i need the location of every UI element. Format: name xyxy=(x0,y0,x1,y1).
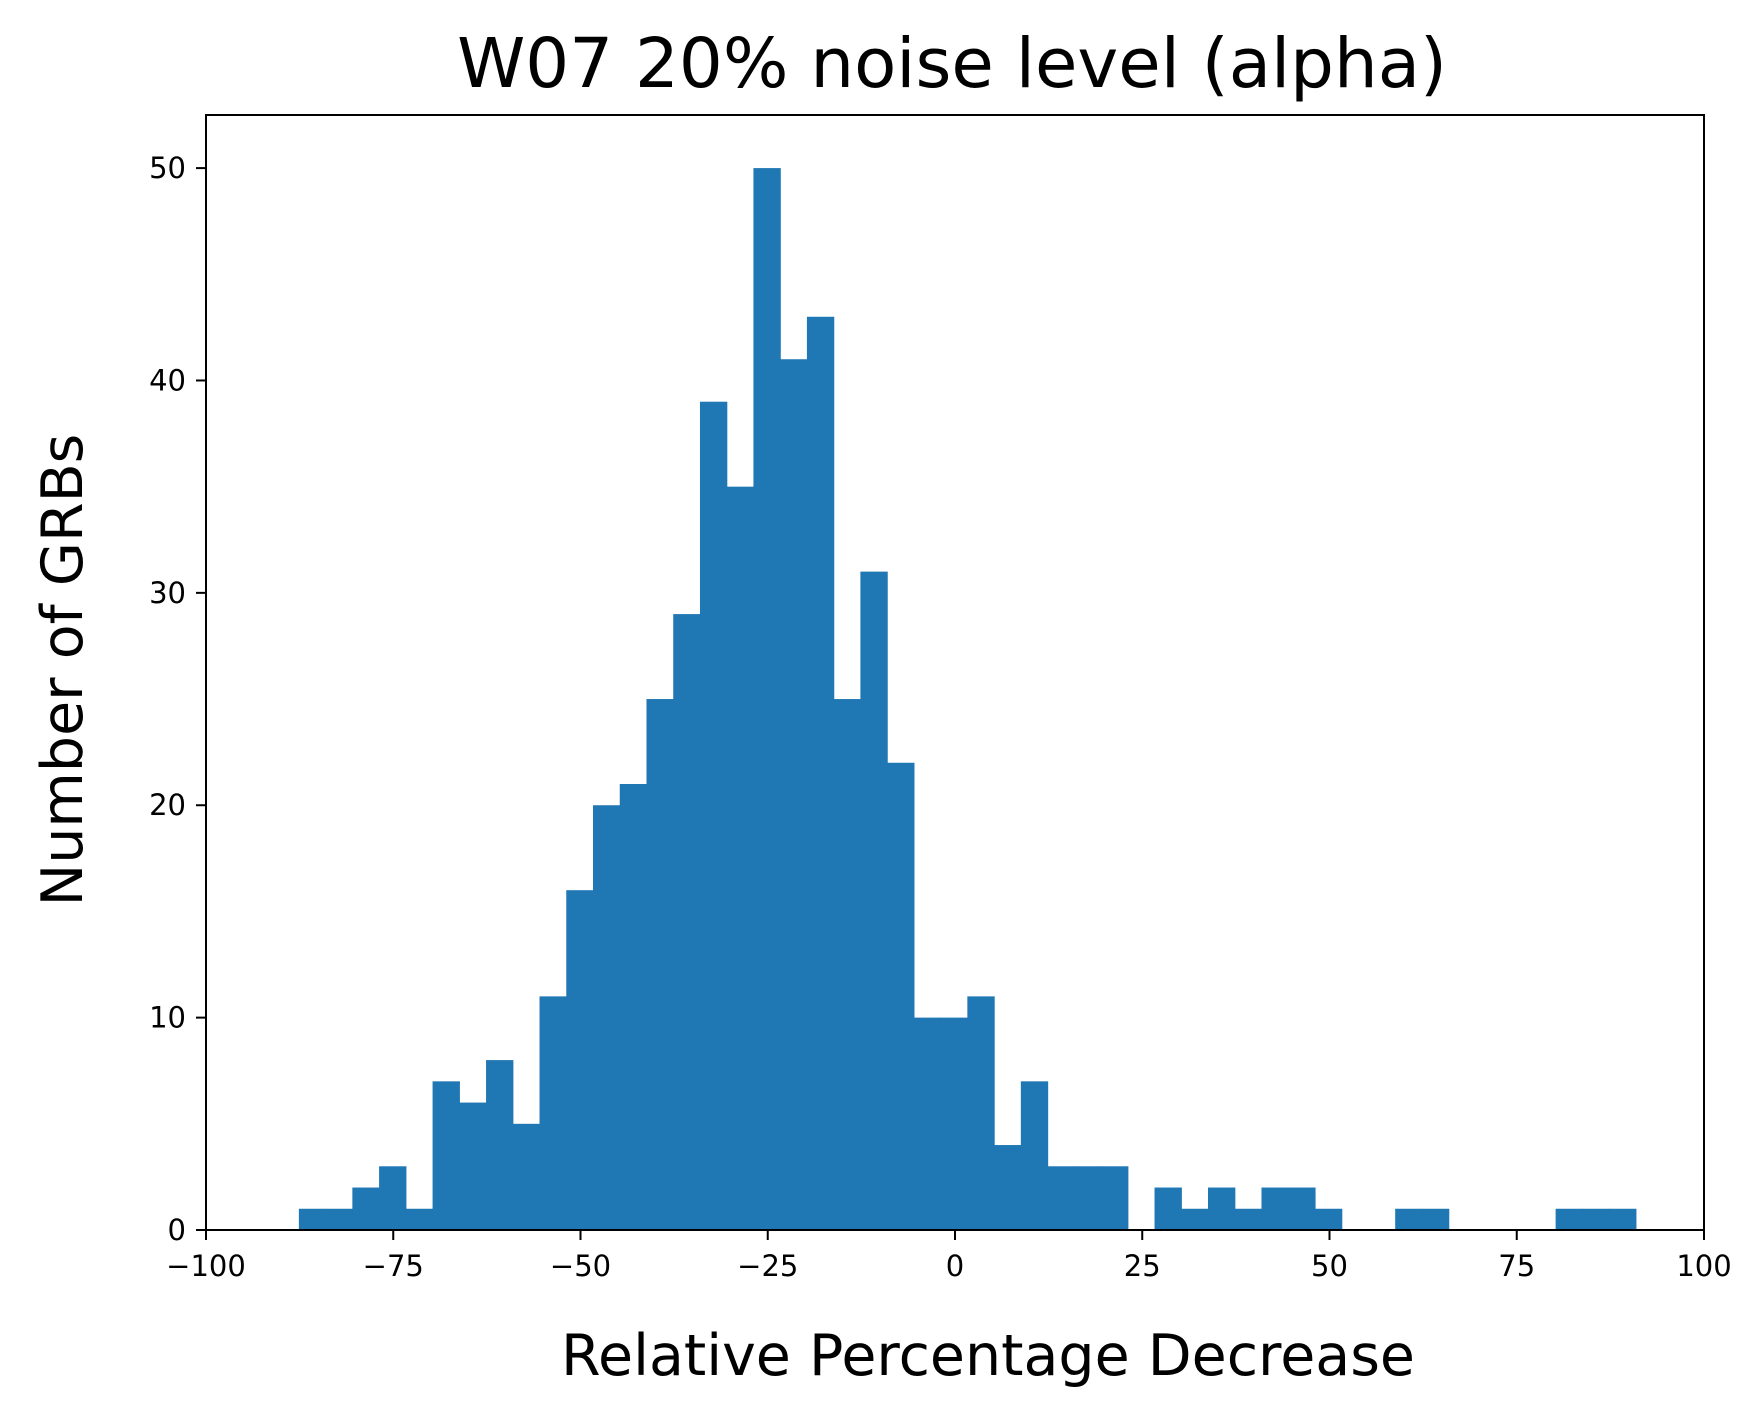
histogram-bar xyxy=(1074,1166,1102,1230)
histogram-bar xyxy=(298,1208,327,1230)
histogram-bar xyxy=(780,359,808,1230)
y-tick-label: 30 xyxy=(149,576,186,610)
histogram-bar xyxy=(967,996,995,1230)
y-tick-label: 50 xyxy=(149,151,186,185)
x-tick-label: −75 xyxy=(363,1249,424,1283)
histogram-bar xyxy=(1395,1208,1423,1230)
histogram-bar xyxy=(593,805,621,1230)
histogram-bar xyxy=(1582,1208,1610,1230)
histogram-bar xyxy=(352,1187,380,1230)
histogram-bar xyxy=(994,1145,1022,1230)
histogram-bar xyxy=(1261,1187,1289,1230)
histogram-bar xyxy=(1208,1187,1236,1230)
x-tick-label: 50 xyxy=(1311,1249,1348,1283)
histogram-bar xyxy=(486,1060,514,1230)
histogram-bar xyxy=(833,699,862,1230)
x-tick-label: 0 xyxy=(946,1249,964,1283)
histogram-bar xyxy=(325,1208,353,1230)
y-tick-label: 10 xyxy=(149,1001,186,1035)
histogram-bar xyxy=(1020,1081,1049,1230)
x-tick-label: 100 xyxy=(1676,1249,1731,1283)
histogram-bar xyxy=(1421,1208,1450,1230)
histogram-bar xyxy=(1555,1208,1583,1230)
y-tick-label: 20 xyxy=(149,788,186,822)
histogram-bar xyxy=(539,996,567,1230)
histogram-bar xyxy=(619,784,648,1230)
x-axis: −100 −75 −50 −25 0 25 50 75 100 xyxy=(166,1230,1732,1283)
histogram-bar xyxy=(1154,1187,1182,1230)
histogram-bar xyxy=(726,486,755,1231)
histogram-bar xyxy=(1181,1208,1209,1230)
histogram-bar xyxy=(1234,1208,1263,1230)
y-tick-label: 40 xyxy=(149,363,186,397)
x-tick-label: −50 xyxy=(550,1249,611,1283)
histogram-bar xyxy=(860,571,888,1230)
histogram-bar xyxy=(806,316,835,1230)
histogram-bar xyxy=(1314,1208,1343,1230)
x-tick-label: 75 xyxy=(1498,1249,1535,1283)
x-tick-label: −100 xyxy=(166,1249,246,1283)
histogram-bar xyxy=(887,762,915,1230)
histogram-bar xyxy=(512,1123,541,1230)
histogram-bar xyxy=(566,890,594,1230)
histogram-bar xyxy=(753,168,781,1231)
histogram-bar xyxy=(673,614,701,1230)
chart-title: W07 20% noise level (alpha) xyxy=(457,24,1447,104)
bars-group xyxy=(298,168,1637,1231)
x-tick-label: 25 xyxy=(1124,1249,1161,1283)
y-axis-title: Number of GRBs xyxy=(30,434,96,907)
histogram-bar xyxy=(459,1102,487,1230)
x-tick-label: −25 xyxy=(737,1249,798,1283)
x-axis-title: Relative Percentage Decrease xyxy=(561,1323,1415,1389)
histogram-bar xyxy=(405,1208,434,1230)
histogram-bar xyxy=(699,401,728,1230)
histogram-bar xyxy=(940,1017,968,1230)
y-axis: 0 10 20 30 40 50 xyxy=(149,151,206,1247)
histogram-bar xyxy=(646,699,674,1230)
histogram-bar xyxy=(1101,1166,1129,1230)
histogram-bar xyxy=(913,1017,942,1230)
histogram-bar xyxy=(379,1166,407,1230)
y-tick-label: 0 xyxy=(168,1213,186,1247)
histogram-bar xyxy=(1288,1187,1316,1230)
histogram-bar xyxy=(432,1081,460,1230)
histogram-bar xyxy=(1047,1166,1075,1230)
histogram-bar xyxy=(1609,1208,1637,1230)
